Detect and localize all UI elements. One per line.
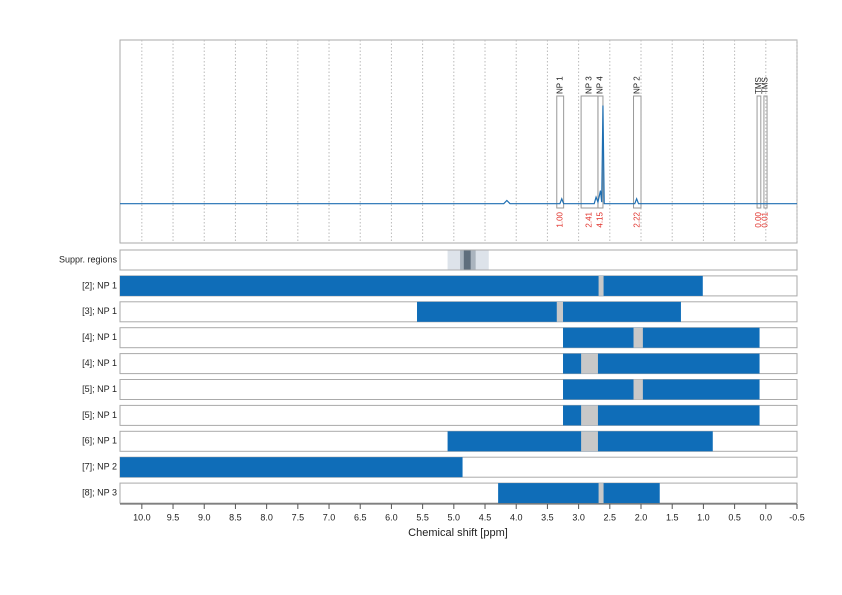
integration-region [756, 95, 762, 209]
bar [563, 405, 760, 426]
spectrum-frame [119, 39, 798, 244]
x-tick-label: 2.0 [635, 512, 648, 522]
gap [581, 353, 598, 374]
bar [498, 483, 660, 504]
integral-label: 2.41 [585, 211, 594, 227]
bar [120, 275, 703, 296]
region-label: TMS [761, 77, 770, 94]
row-label: [6]; NP 1 [82, 436, 117, 446]
gap [581, 405, 598, 426]
x-tick-label: 3.0 [572, 512, 585, 522]
row-frame [119, 482, 798, 504]
x-tick-label: 0.5 [728, 512, 741, 522]
bar [447, 431, 713, 452]
gap [598, 275, 604, 296]
bar [563, 379, 760, 400]
x-axis-title: Chemical shift [ppm] [408, 527, 508, 539]
region-label: NP 3 [585, 76, 594, 94]
integral-label: 0.00 [754, 211, 763, 227]
x-tick-label: 6.5 [354, 512, 367, 522]
bar [120, 457, 463, 478]
integration-region [633, 95, 642, 209]
integral-label: 1.00 [555, 211, 564, 227]
x-tick-label: 10.0 [133, 512, 151, 522]
x-tick-label: 8.5 [229, 512, 242, 522]
gap [598, 483, 604, 504]
region-label: NP 1 [555, 76, 564, 94]
row-label: [5]; NP 1 [82, 410, 117, 420]
x-tick-label: 1.5 [666, 512, 679, 522]
gap [633, 379, 643, 400]
integration-region [763, 95, 768, 209]
region-label: NP 4 [596, 76, 605, 94]
integral-label: 2.22 [632, 211, 641, 227]
gap [581, 431, 598, 452]
row-label: [3]; NP 1 [82, 306, 117, 316]
spectrum-line [120, 105, 797, 205]
x-tick-label: 5.0 [448, 512, 461, 522]
row-label: [4]; NP 1 [82, 358, 117, 368]
x-tick-label: 6.0 [385, 512, 398, 522]
row-label: [4]; NP 1 [82, 332, 117, 342]
x-tick-label: 8.0 [260, 512, 273, 522]
integration-region [556, 95, 565, 209]
x-tick-label: 9.5 [167, 512, 180, 522]
integral-label: 0.01 [761, 211, 770, 227]
x-tick-label: 7.5 [292, 512, 305, 522]
x-tick-label: 5.5 [416, 512, 429, 522]
integration-region [580, 95, 599, 209]
x-tick-label: 2.5 [604, 512, 617, 522]
x-tick-label: 7.0 [323, 512, 336, 522]
region-label: NP 2 [632, 76, 641, 94]
bar [563, 327, 760, 348]
row-label: [7]; NP 2 [82, 462, 117, 472]
bar [563, 353, 760, 374]
row-label: [8]; NP 3 [82, 487, 117, 497]
gap [633, 327, 643, 348]
row-label: Suppr. regions [59, 254, 118, 264]
x-tick-label: -0.5 [789, 512, 805, 522]
integral-label: 4.15 [596, 211, 605, 227]
bar [417, 301, 681, 322]
x-tick-label: 3.5 [541, 512, 554, 522]
gap [556, 301, 564, 322]
x-tick-label: 1.0 [697, 512, 710, 522]
row-label: [5]; NP 1 [82, 384, 117, 394]
row-label: [2]; NP 1 [82, 280, 117, 290]
region-label: TMS [754, 77, 763, 94]
x-tick-label: 4.0 [510, 512, 523, 522]
x-tick-label: 0.0 [760, 512, 773, 522]
x-tick-label: 4.5 [479, 512, 492, 522]
x-tick-label: 9.0 [198, 512, 211, 522]
suppression-band [463, 250, 471, 270]
